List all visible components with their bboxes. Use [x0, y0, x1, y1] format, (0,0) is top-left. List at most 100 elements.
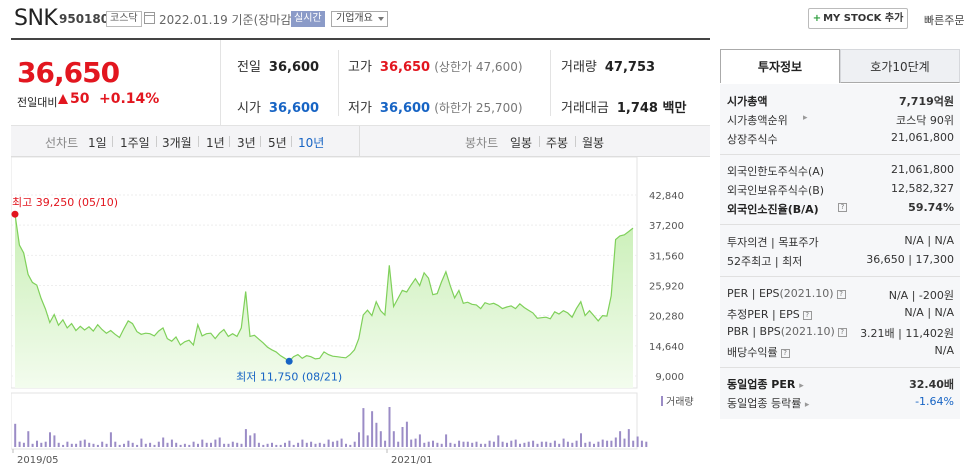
- volume-bar: [632, 440, 635, 447]
- dividend-row: 배당수익률? N/A: [727, 344, 954, 359]
- volume-bar: [305, 442, 308, 447]
- volume-bar: [501, 441, 504, 447]
- price-axis-label: 25,920: [649, 282, 684, 293]
- period-10y[interactable]: 10년: [298, 136, 325, 150]
- trade-amount: 거래대금 1,748 백만: [561, 101, 687, 116]
- volume-bar: [405, 421, 408, 447]
- volume-bar: [92, 443, 95, 447]
- period-1w[interactable]: 1주일: [120, 136, 150, 150]
- candle-weekly[interactable]: 주봉: [546, 136, 569, 150]
- listed-shares-row: 상장주식수 21,061,800: [727, 131, 954, 146]
- market-cap-rank-row[interactable]: 시가총액순위 ▸ 코스닥 90위: [727, 113, 954, 127]
- period-3m[interactable]: 3개월: [162, 136, 192, 150]
- volume-bar: [575, 440, 578, 447]
- volume-bar: [271, 442, 273, 447]
- period-3y[interactable]: 3년: [237, 136, 256, 150]
- volume-bar: [79, 440, 82, 447]
- volume-bar: [527, 441, 530, 447]
- volume-bar: [449, 442, 452, 447]
- week52-row: 52주최고 | 최저 36,650 | 17,300: [727, 253, 954, 268]
- chevron-down-icon: [377, 17, 384, 21]
- volume-bar: [397, 441, 400, 447]
- volume-bar: [131, 442, 134, 447]
- up-arrow-icon: [58, 94, 68, 104]
- divider: [720, 154, 960, 155]
- volume-bar: [140, 438, 143, 447]
- volume-bar: [210, 442, 212, 447]
- volume-bar: [244, 429, 247, 447]
- volume-bar: [314, 443, 317, 447]
- divider: [550, 50, 551, 116]
- volume-bar: [593, 443, 595, 447]
- volume-bar: [549, 442, 552, 447]
- date-axis-label: 2019/05: [17, 455, 59, 466]
- volume-bar: [532, 440, 535, 447]
- volume-legend-swatch: [661, 396, 663, 406]
- volume-bar: [57, 442, 60, 447]
- stock-name: SNK: [14, 6, 58, 31]
- period-5y[interactable]: 5년: [268, 136, 287, 150]
- divider: [260, 136, 261, 147]
- quick-order-link[interactable]: 빠른주문: [924, 14, 965, 27]
- volume-bar: [623, 438, 626, 447]
- candle-chart-label: 봉차트: [465, 136, 499, 150]
- volume-bar: [488, 440, 491, 447]
- price-chart[interactable]: 42,840 37,200 31,560 25,920 20,280 14,640 9,00…: [11, 157, 710, 469]
- help-icon[interactable]: ?: [837, 328, 847, 337]
- volume-bar: [266, 443, 269, 447]
- add-mystock-button[interactable]: + MY STOCK 추가: [808, 8, 908, 29]
- price-axis-label: 37,200: [649, 221, 684, 232]
- investment-info-panel: 투자정보 호가10단계 시가총액 7,719억원 시가총액순위 ▸ 코스닥 90위 상…: [720, 49, 960, 419]
- volume-bar: [571, 442, 574, 447]
- volume-bar: [162, 437, 165, 447]
- volume-bar: [36, 440, 38, 447]
- volume-bar: [519, 443, 521, 447]
- help-icon[interactable]: ?: [780, 349, 790, 358]
- volume-bar: [366, 435, 369, 447]
- sector-change-row[interactable]: 동일업종 등락률 ▸ -1.64%: [727, 395, 954, 410]
- volume-bar: [218, 437, 221, 447]
- quote-grid: 전일 36,600 고가 36,650 (상한가 47,600) 거래량 47,753…: [221, 40, 710, 126]
- date-axis: 2019/05 2021/01: [12, 449, 433, 466]
- realtime-badge[interactable]: 실시간: [291, 11, 325, 27]
- min-price-marker: [285, 357, 293, 365]
- candle-daily[interactable]: 일봉: [510, 136, 533, 150]
- current-price: 36,650: [17, 56, 120, 89]
- tab-investment-info[interactable]: 투자정보: [720, 49, 840, 83]
- help-icon[interactable]: ?: [802, 311, 812, 320]
- chevron-right-icon: ▸: [799, 381, 804, 391]
- volume-bar: [597, 441, 600, 447]
- add-mystock-label: MY STOCK 추가: [823, 13, 904, 24]
- help-icon[interactable]: ?: [836, 290, 846, 299]
- tab-orderbook-10[interactable]: 호가10단계: [840, 49, 960, 83]
- volume-bar: [331, 441, 334, 447]
- change-label: 전일대비: [17, 96, 58, 109]
- sector-per-row[interactable]: 동일업종 PER ▸ 32.40배: [727, 378, 954, 391]
- calendar-icon: [144, 12, 155, 24]
- volume-bar: [440, 443, 443, 447]
- volume-bar: [371, 411, 374, 447]
- volume-bar: [114, 441, 117, 447]
- period-1d[interactable]: 1일: [88, 136, 107, 150]
- market-cap-row: 시가총액 7,719억원: [727, 95, 954, 108]
- opinion-row: 투자의견 | 목표주가 N/A | N/A: [727, 234, 954, 249]
- volume-bar: [175, 442, 178, 447]
- volume-bar: [362, 408, 365, 447]
- chart-period-bar: 선차트 1일 1주일 3개월 1년 3년 5년 10년 봉차트 일봉 주봉 월봉: [11, 126, 710, 157]
- volume-bar: [144, 443, 147, 447]
- help-icon[interactable]: ?: [838, 203, 847, 212]
- period-1y[interactable]: 1년: [206, 136, 225, 150]
- volume-bar: [214, 439, 217, 447]
- volume-bar: [31, 443, 34, 447]
- volume-bar: [262, 444, 265, 447]
- volume-bar: [584, 442, 587, 447]
- open-price: 시가 36,600: [237, 101, 320, 116]
- volume-bar: [636, 436, 639, 447]
- volume-bar: [627, 429, 630, 447]
- volume-bar: [453, 443, 456, 447]
- company-overview-select[interactable]: 기업개요: [331, 11, 388, 27]
- price-axis: 42,840 37,200 31,560 25,920 20,280 14,640 9,00…: [649, 191, 684, 383]
- volume-bar: [236, 442, 239, 447]
- candle-monthly[interactable]: 월봉: [582, 136, 605, 150]
- volume-bar: [96, 444, 99, 447]
